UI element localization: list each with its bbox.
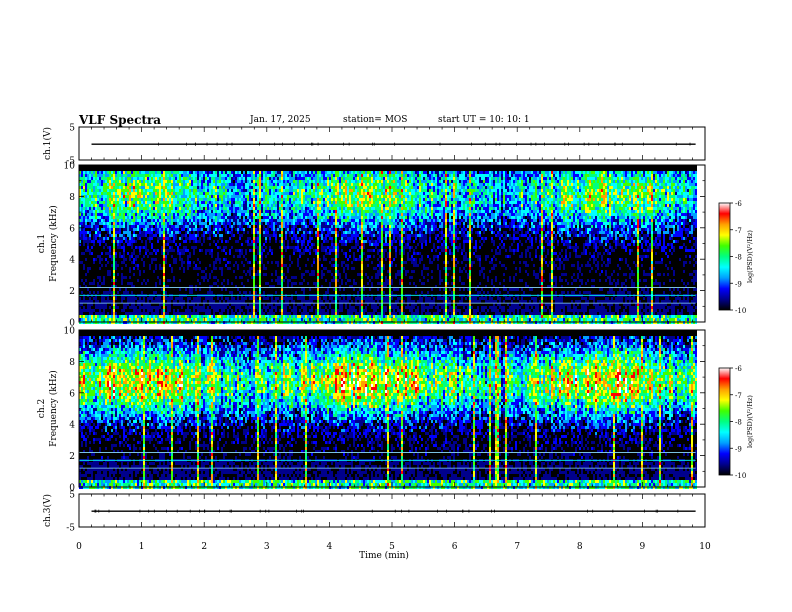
ch1-spectrogram-ytick-label: 8	[69, 193, 75, 203]
xtick-label: 8	[577, 542, 583, 552]
ch2-spectrogram-colorbar-tick-label: -7	[735, 392, 742, 400]
xtick-label: 6	[452, 542, 458, 552]
xtick-label: 7	[514, 542, 520, 552]
xtick-label: 4	[327, 542, 333, 552]
ch2-spectrogram-ylabel: ch.2	[37, 399, 47, 418]
ch1-spectrogram-colorbar-tick-label: -9	[735, 280, 742, 288]
ch2-spectrogram-colorbar-tick-label: -8	[735, 419, 742, 427]
ch1-waveform-ylabel: ch.1(V)	[42, 127, 53, 160]
xtick-label: 9	[640, 542, 646, 552]
xtick-label: 10	[699, 542, 711, 552]
ch1-spectrogram-colorbar-label: log(PSD)(V²/Hz)	[746, 230, 754, 283]
ch1-waveform-ytick-label: 5	[69, 124, 75, 134]
ch3-waveform-ytick-label: -5	[66, 524, 75, 534]
ch1-spectrogram-ytick-label: 10	[64, 162, 76, 172]
xtick-label: 1	[139, 542, 145, 552]
ch2-spectrogram-ylabel: Frequency (kHz)	[48, 370, 59, 447]
ch1-spectrogram-ytick-label: 4	[69, 256, 75, 266]
ch1-spectrogram-ylabel: Frequency (kHz)	[48, 205, 59, 282]
ch1-spectrogram-ylabel: ch.1	[37, 234, 47, 253]
ch1-spectrogram-colorbar-tick-label: -6	[735, 200, 742, 208]
ch2-spectrogram-colorbar-tick-label: -9	[735, 445, 742, 453]
ch1-spectrogram-ytick-label: 6	[69, 224, 75, 234]
ch2-spectrogram-colorbar-tick-label: -10	[735, 472, 746, 480]
ch2-spectrogram-heatmap	[79, 330, 697, 489]
ch1-spectrogram-colorbar	[719, 203, 730, 310]
xtick-label: 0	[76, 542, 82, 552]
x-axis-label: Time (min)	[359, 550, 409, 561]
ch1-spectrogram-heatmap	[79, 165, 697, 324]
ch2-spectrogram-colorbar-tick-label: -6	[735, 365, 742, 373]
xtick-label: 2	[201, 542, 207, 552]
ch3-waveform-ylabel: ch.3(V)	[42, 494, 53, 527]
ch1-spectrogram-ytick-label: 2	[69, 287, 75, 297]
ch2-spectrogram-ytick-label: 4	[69, 421, 75, 431]
ch3-waveform-ytick-label: 5	[69, 491, 75, 501]
xtick-label: 3	[264, 542, 270, 552]
ch2-spectrogram-ytick-label: 6	[69, 389, 75, 399]
ch1-spectrogram-colorbar-tick-label: -8	[735, 254, 742, 262]
ch2-spectrogram-colorbar	[719, 368, 730, 475]
ch2-spectrogram-ytick-label: 2	[69, 452, 75, 462]
ch2-spectrogram-ytick-label: 8	[69, 358, 75, 368]
ch2-spectrogram-colorbar-label: log(PSD)(V²/Hz)	[746, 395, 754, 448]
ch1-spectrogram-colorbar-tick-label: -10	[735, 307, 746, 315]
ch2-spectrogram-ytick-label: 10	[64, 327, 76, 337]
ch1-spectrogram-colorbar-tick-label: -7	[735, 227, 742, 235]
